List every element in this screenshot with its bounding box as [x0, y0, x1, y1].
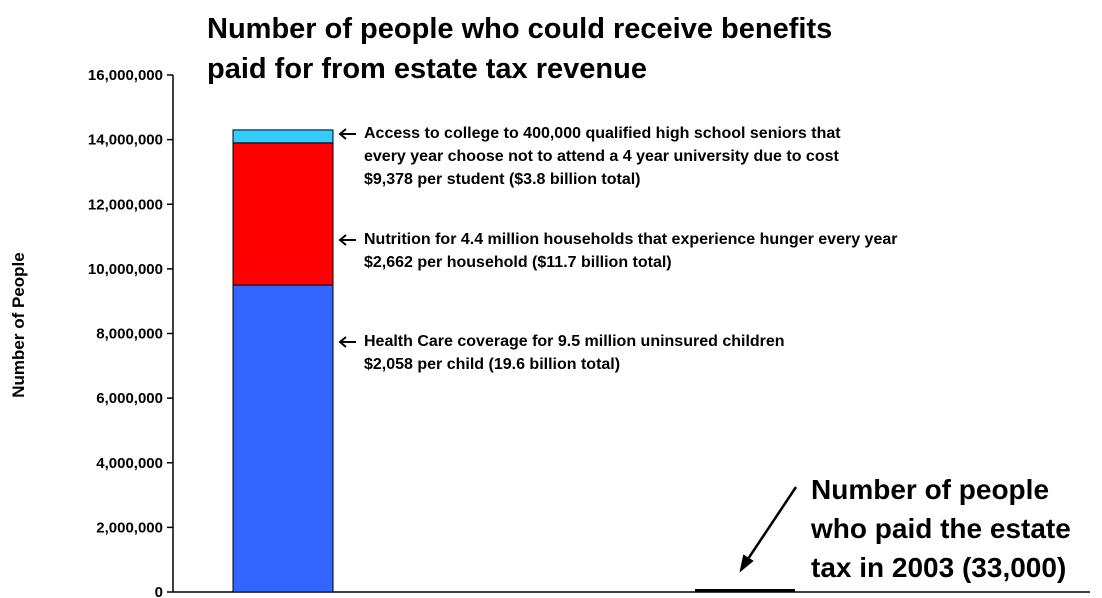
annotation-line: $2,058 per child (19.6 billion total): [364, 356, 620, 373]
y-axis-ticks: 0 2,000,000 4,000,000 6,000,000 8,000,000 10,…: [88, 67, 173, 598]
y-tick-label: 8,000,000: [96, 326, 163, 343]
annotation-line: Health Care coverage for 9.5 million uni…: [364, 333, 785, 350]
y-tick-label: 14,000,000: [88, 132, 163, 149]
estate-tax-arrowhead: [739, 554, 754, 573]
annotation-health-care: Health Care coverage for 9.5 million uni…: [364, 333, 785, 373]
annotations: Access to college to 400,000 qualified h…: [338, 125, 1071, 583]
annotation-line: every year choose not to attend a 4 year…: [364, 148, 840, 165]
annotation-line: Nutrition for 4.4 million households tha…: [364, 231, 897, 248]
annotation-arrowhead: [338, 128, 347, 140]
annotation-nutrition: Nutrition for 4.4 million households tha…: [364, 231, 897, 271]
annotation-line: $9,378 per student ($3.8 billion total): [364, 171, 641, 188]
annotation-estate-tax: Number of people who paid the estate tax i…: [810, 474, 1071, 583]
bar-estate-tax-payers: [695, 589, 795, 592]
y-axis-label: Number of People: [9, 252, 28, 397]
annotation-line: who paid the estate: [810, 513, 1071, 544]
annotation-line: Access to college to 400,000 qualified h…: [364, 125, 841, 142]
chart-title-line: Number of people who could receive benef…: [207, 13, 832, 45]
bar-segment-college: [232, 129, 334, 144]
annotation-line: $2,662 per household ($11.7 billion tota…: [364, 254, 672, 271]
annotation-arrowhead: [338, 336, 347, 348]
chart-title: Number of people who could receive benef…: [207, 13, 832, 85]
annotation-arrowhead: [338, 234, 347, 246]
bar-segment-nutrition: [232, 142, 334, 286]
annotation-line: Number of people: [811, 474, 1049, 505]
chart-title-line: paid for from estate tax revenue: [207, 53, 647, 85]
y-tick-label: 2,000,000: [96, 519, 163, 536]
bars: [232, 129, 795, 593]
y-tick-label: 6,000,000: [96, 390, 163, 407]
annotation-college: Access to college to 400,000 qualified h…: [364, 125, 841, 188]
y-tick-label: 4,000,000: [96, 455, 163, 472]
y-tick-label: 16,000,000: [88, 67, 163, 84]
y-tick-label: 12,000,000: [88, 196, 163, 213]
estate-tax-arrow: [744, 486, 798, 563]
y-tick-label: 10,000,000: [88, 261, 163, 278]
annotation-line: tax in 2003 (33,000): [811, 552, 1066, 583]
y-tick-label: 0: [155, 584, 163, 598]
bar-segment-health-care: [232, 284, 334, 593]
